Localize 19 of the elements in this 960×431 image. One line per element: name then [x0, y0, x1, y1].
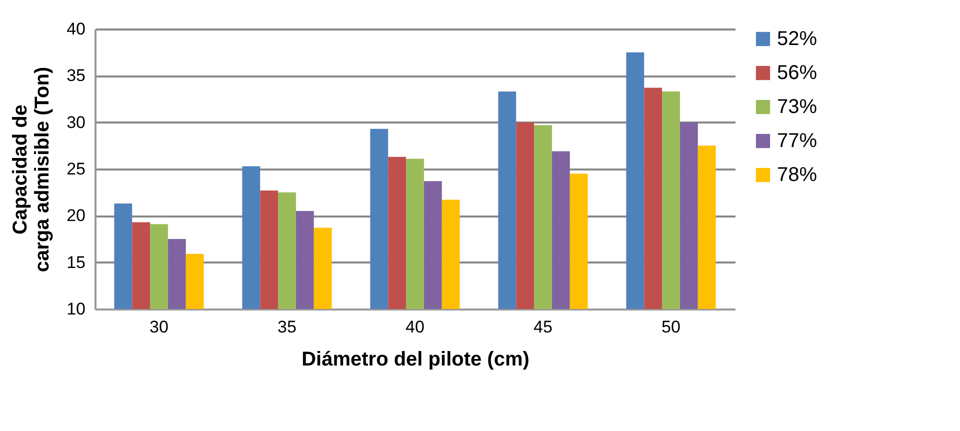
y-tick-label: 10: [66, 300, 86, 318]
legend-label: 78%: [777, 164, 818, 186]
y-tick-label: 25: [66, 160, 86, 178]
x-tick-label: 30: [150, 318, 168, 336]
y-axis-title: Capacidad de carga admisible (Ton): [10, 66, 54, 272]
x-tick-label: 35: [278, 318, 296, 336]
x-tick-label: 40: [406, 318, 424, 336]
y-tick-label: 30: [66, 112, 86, 132]
x-tick-label: 50: [662, 318, 680, 336]
legend-label: 56%: [777, 62, 818, 84]
y-tick-label: 15: [66, 252, 86, 272]
legend-label: 73%: [777, 96, 818, 118]
y-tick-label: 40: [66, 20, 86, 38]
y-tick-label: 35: [66, 66, 86, 86]
x-axis-title: Diámetro del pilote (cm): [302, 348, 530, 370]
x-tick-label: 45: [534, 318, 552, 336]
y-tick-label: 20: [66, 206, 86, 226]
legend-label: 77%: [777, 130, 818, 152]
legend-label: 52%: [777, 28, 818, 50]
